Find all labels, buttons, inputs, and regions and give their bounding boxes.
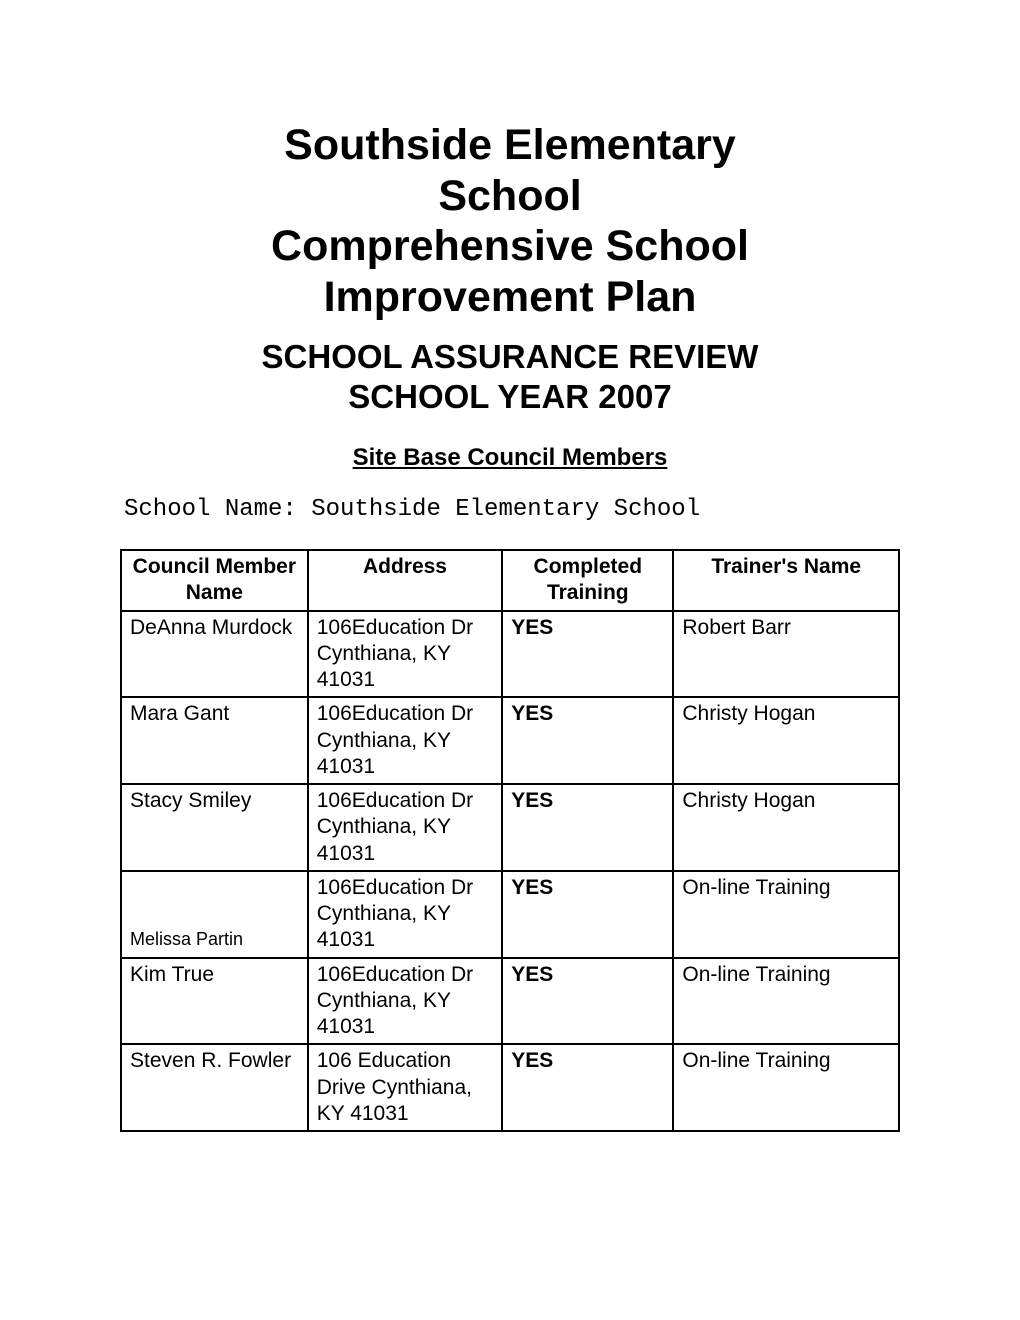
column-header-trainer: Trainer's Name <box>673 550 899 611</box>
table-header-row: Council Member Name Address Completed Tr… <box>121 550 899 611</box>
cell-address: 106Education Dr Cynthiana, KY 41031 <box>308 697 503 784</box>
cell-address: 106 Education Drive Cynthiana, KY 41031 <box>308 1044 503 1131</box>
council-members-table: Council Member Name Address Completed Tr… <box>120 549 900 1132</box>
cell-name: Melissa Partin <box>121 871 308 958</box>
document-subtitle: SCHOOL ASSURANCE REVIEW SCHOOL YEAR 2007 <box>120 337 900 416</box>
cell-address: 106Education Dr Cynthiana, KY 41031 <box>308 871 503 958</box>
cell-training: YES <box>502 784 673 871</box>
subtitle-line-2: SCHOOL YEAR 2007 <box>348 378 671 415</box>
cell-trainer: Robert Barr <box>673 611 899 698</box>
document-title: Southside Elementary School Comprehensiv… <box>120 120 900 323</box>
table-row: DeAnna Murdock 106Education Dr Cynthiana… <box>121 611 899 698</box>
cell-name: Stacy Smiley <box>121 784 308 871</box>
subtitle-line-1: SCHOOL ASSURANCE REVIEW <box>262 338 759 375</box>
cell-trainer: Christy Hogan <box>673 697 899 784</box>
title-line-2: School <box>438 172 581 220</box>
cell-name: DeAnna Murdock <box>121 611 308 698</box>
cell-trainer: On-line Training <box>673 871 899 958</box>
cell-trainer: On-line Training <box>673 958 899 1045</box>
cell-trainer: Christy Hogan <box>673 784 899 871</box>
table-row: Mara Gant 106Education Dr Cynthiana, KY … <box>121 697 899 784</box>
title-line-1: Southside Elementary <box>284 121 736 169</box>
table-row: Stacy Smiley 106Education Dr Cynthiana, … <box>121 784 899 871</box>
column-header-address: Address <box>308 550 503 611</box>
table-row: Kim True 106Education Dr Cynthiana, KY 4… <box>121 958 899 1045</box>
cell-trainer: On-line Training <box>673 1044 899 1131</box>
column-header-name: Council Member Name <box>121 550 308 611</box>
cell-name: Steven R. Fowler <box>121 1044 308 1131</box>
table-row: Melissa Partin 106Education Dr Cynthiana… <box>121 871 899 958</box>
cell-training: YES <box>502 871 673 958</box>
cell-training: YES <box>502 611 673 698</box>
cell-name: Mara Gant <box>121 697 308 784</box>
section-heading: Site Base Council Members <box>120 444 900 472</box>
column-header-training: Completed Training <box>502 550 673 611</box>
cell-name: Kim True <box>121 958 308 1045</box>
cell-address: 106Education Dr Cynthiana, KY 41031 <box>308 611 503 698</box>
title-line-4: Improvement Plan <box>324 273 697 321</box>
title-line-3: Comprehensive School <box>271 222 749 270</box>
cell-address: 106Education Dr Cynthiana, KY 41031 <box>308 958 503 1045</box>
cell-training: YES <box>502 1044 673 1131</box>
cell-training: YES <box>502 958 673 1045</box>
school-name-line: School Name: Southside Elementary School <box>120 496 900 523</box>
cell-training: YES <box>502 697 673 784</box>
table-row: Steven R. Fowler 106 Education Drive Cyn… <box>121 1044 899 1131</box>
cell-address: 106Education Dr Cynthiana, KY 41031 <box>308 784 503 871</box>
